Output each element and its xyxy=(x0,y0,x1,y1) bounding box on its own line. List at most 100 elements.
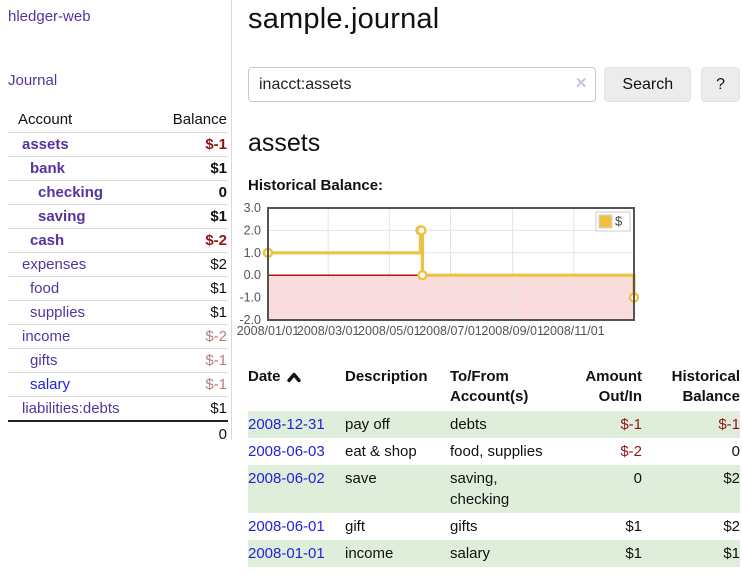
accounts-total: 0 xyxy=(138,420,228,446)
help-button[interactable]: ? xyxy=(701,67,740,102)
account-link[interactable]: bank xyxy=(30,160,66,177)
amount-column-header: Amount Out/In xyxy=(585,368,642,405)
date-link[interactable]: 2008-06-03 xyxy=(248,443,325,460)
balance-cell: $1 xyxy=(642,540,740,567)
account-row: assets $-1 xyxy=(8,132,228,157)
account-balance: $-1 xyxy=(138,372,228,397)
account-balance: $1 xyxy=(138,276,228,301)
account-row: saving $1 xyxy=(8,204,228,229)
register-row: 2008-01-01 income salary $1 $1 xyxy=(248,540,740,567)
account-link[interactable]: gifts xyxy=(30,352,58,369)
description-cell: gift xyxy=(345,518,366,535)
register-row: 2008-12-31 pay off debts $-1 $-1 xyxy=(248,411,740,438)
brand: hledger-web xyxy=(8,8,227,25)
svg-text:1.0: 1.0 xyxy=(244,246,261,260)
svg-text:0.0: 0.0 xyxy=(244,268,261,282)
account-row: expenses $2 xyxy=(8,252,228,277)
balance-column-header: Historical Balance xyxy=(671,368,740,405)
register-row: 2008-06-02 save saving, checking 0 $2 xyxy=(248,465,740,513)
description-column-header: Description xyxy=(345,368,428,385)
svg-text:2008/09/01: 2008/09/01 xyxy=(481,324,544,338)
amount-cell: $-1 xyxy=(560,411,642,438)
clear-search-icon[interactable]: ✕ xyxy=(574,75,588,92)
description-cell: save xyxy=(345,465,450,513)
accounts-cell: debts xyxy=(450,411,560,438)
accounts-cell: salary xyxy=(450,540,560,567)
svg-text:2008/03/01: 2008/03/01 xyxy=(297,324,360,338)
account-balance: $-1 xyxy=(138,132,228,157)
account-row: supplies $1 xyxy=(8,300,228,325)
account-link[interactable]: assets xyxy=(22,136,69,153)
date-link[interactable]: 2008-01-01 xyxy=(248,545,325,562)
svg-text:2.0: 2.0 xyxy=(244,223,261,237)
account-link[interactable]: checking xyxy=(38,184,104,201)
account-link[interactable]: salary xyxy=(30,376,71,393)
svg-text:2008/07/01: 2008/07/01 xyxy=(419,324,482,338)
brand-link[interactable]: hledger-web xyxy=(8,8,91,25)
register-header-row: Date Description To/From Account(s) Amou… xyxy=(248,365,740,411)
account-row: gifts $-1 xyxy=(8,348,228,373)
account-row: bank $1 xyxy=(8,156,228,181)
register-table-body: 2008-12-31 pay off debts $-1 $-1 2008-06… xyxy=(248,411,740,567)
accounts-total-row: 0 xyxy=(8,420,228,446)
svg-text:2008/05/01: 2008/05/01 xyxy=(358,324,421,338)
account-link[interactable]: cash xyxy=(30,232,65,249)
sort-asc-icon xyxy=(286,372,301,383)
account-balance: $1 xyxy=(138,204,228,229)
balance-cell: 0 xyxy=(731,443,740,460)
accounts-cell: gifts xyxy=(450,518,478,535)
accounts-header-account: Account xyxy=(8,109,138,133)
tofrom-column-header: To/From Account(s) xyxy=(450,368,529,405)
register-table: Date Description To/From Account(s) Amou… xyxy=(248,365,740,567)
page-title: sample.journal xyxy=(248,3,440,35)
chart-wrap: $3.0 2.0 1.0 0.0 -1.0 -2.0 2008/01/01 2008/03/0… xyxy=(237,201,740,338)
description-cell: pay off xyxy=(345,411,450,438)
account-link[interactable]: expenses xyxy=(22,256,87,273)
account-row: checking 0 xyxy=(8,180,228,205)
svg-text:-1.0: -1.0 xyxy=(239,291,261,305)
account-row: cash $-2 xyxy=(8,228,228,253)
accounts-header-balance: Balance xyxy=(138,109,228,133)
account-link[interactable]: supplies xyxy=(30,304,86,321)
date-link[interactable]: 2008-06-02 xyxy=(248,470,325,487)
amount-cell: 0 xyxy=(560,465,642,513)
account-balance: $1 xyxy=(138,156,228,181)
account-link[interactable]: food xyxy=(30,280,60,297)
register-row: 2008-06-01 gift gifts $1 $2 xyxy=(248,513,740,540)
amount-cell: $1 xyxy=(560,540,642,567)
account-heading: assets xyxy=(248,129,321,157)
svg-text:$: $ xyxy=(615,214,623,229)
accounts-cell: food, supplies xyxy=(450,443,543,460)
register-row: 2008-06-03 eat & shop food, supplies $-2… xyxy=(248,438,740,465)
account-link[interactable]: saving xyxy=(38,208,86,225)
svg-text:2008/01/01: 2008/01/01 xyxy=(237,324,300,338)
balance-cell: $-1 xyxy=(642,411,740,438)
account-balance: $2 xyxy=(138,252,228,277)
historical-balance-chart: $3.0 2.0 1.0 0.0 -1.0 -2.02008/01/012008/03/0… xyxy=(237,201,640,338)
journal-link[interactable]: Journal xyxy=(8,72,58,89)
accounts-table-body: assets $-1 bank $1 checking 0 saving $1 … xyxy=(8,132,228,422)
balance-cell: $2 xyxy=(723,518,740,535)
description-cell: eat & shop xyxy=(345,443,417,460)
date-link[interactable]: 2008-12-31 xyxy=(248,416,325,433)
balance-cell: $2 xyxy=(642,465,740,513)
date-link[interactable]: 2008-06-01 xyxy=(248,518,325,535)
account-row: income $-2 xyxy=(8,324,228,349)
sidebar: hledger-web Journal Account Balance asse… xyxy=(0,0,232,446)
svg-text:3.0: 3.0 xyxy=(244,201,261,215)
account-link[interactable]: liabilities:debts xyxy=(22,400,120,417)
search-input[interactable] xyxy=(248,67,597,102)
account-balance: $-2 xyxy=(138,228,228,253)
account-row: salary $-1 xyxy=(8,372,228,397)
account-balance: $1 xyxy=(138,300,228,325)
date-column-header[interactable]: Date xyxy=(248,365,345,411)
main-content: sample.journal ✕ Search ? assets Histori… xyxy=(237,0,740,567)
account-balance: 0 xyxy=(138,180,228,205)
chart-title: Historical Balance: xyxy=(248,177,384,194)
amount-cell: $1 xyxy=(625,518,642,535)
search-button[interactable]: Search xyxy=(604,67,692,102)
nav-journal: Journal xyxy=(8,72,227,89)
amount-cell: $-2 xyxy=(620,443,642,460)
account-link[interactable]: income xyxy=(22,328,71,345)
account-balance: $1 xyxy=(210,400,227,417)
